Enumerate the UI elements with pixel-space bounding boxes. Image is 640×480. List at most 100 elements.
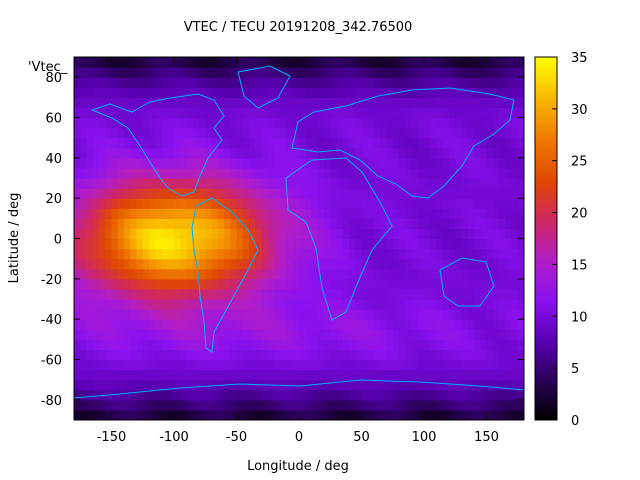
- heat-cell: [124, 379, 131, 391]
- heat-cell: [292, 57, 300, 68]
- heat-cell: [405, 157, 413, 169]
- heat-cell: [424, 228, 431, 240]
- heat-cell: [511, 258, 519, 270]
- heat-cell: [342, 188, 350, 199]
- heat-cell: [330, 167, 338, 179]
- heat-cell: [261, 238, 269, 250]
- heat-cell: [174, 248, 181, 260]
- heat-cell: [199, 369, 206, 381]
- heat-cell: [355, 137, 363, 149]
- heat-cell: [492, 319, 500, 330]
- heat-cell: [205, 309, 213, 320]
- heat-cell: [455, 87, 463, 98]
- heat-cell: [80, 379, 88, 391]
- heat-cell: [374, 208, 381, 219]
- heat-cell: [349, 198, 356, 209]
- heat-cell: [461, 57, 469, 68]
- heat-cell: [155, 399, 163, 411]
- heat-cell: [236, 268, 244, 280]
- heat-cell: [261, 288, 269, 300]
- heat-cell: [242, 299, 250, 310]
- heat-cell: [505, 137, 513, 149]
- heat-cell: [392, 319, 400, 330]
- heat-cell: [92, 157, 100, 169]
- heat-cell: [211, 268, 219, 280]
- heat-cell: [155, 57, 163, 68]
- heat-cell: [336, 157, 344, 169]
- heat-cell: [449, 379, 456, 391]
- heat-cell: [386, 268, 394, 280]
- heat-cell: [205, 97, 213, 109]
- heat-cell: [80, 349, 88, 361]
- heat-cell: [211, 389, 219, 401]
- heat-cell: [336, 117, 344, 129]
- heat-cell: [180, 319, 188, 330]
- heat-cell: [424, 167, 431, 179]
- heat-cell: [317, 309, 325, 320]
- heat-cell: [249, 258, 256, 270]
- heat-cell: [374, 127, 381, 139]
- heat-cell: [261, 97, 269, 109]
- heat-cell: [436, 77, 444, 88]
- heat-cell: [405, 288, 413, 300]
- heat-cell: [299, 107, 306, 119]
- heat-cell: [86, 299, 94, 310]
- colorbar-tick-label: 10: [571, 310, 588, 325]
- heat-cell: [274, 309, 281, 320]
- heat-cell: [417, 67, 425, 78]
- heat-cell: [230, 178, 238, 189]
- heat-cell: [417, 117, 425, 129]
- heat-cell: [86, 309, 94, 320]
- heat-cell: [386, 299, 394, 310]
- heat-cell: [86, 248, 94, 260]
- heat-cell: [405, 339, 413, 351]
- heat-cell: [80, 208, 88, 219]
- heat-cell: [386, 157, 394, 169]
- heat-cell: [86, 339, 94, 351]
- heat-cell: [361, 188, 369, 199]
- heat-cell: [249, 67, 256, 78]
- heat-cell: [517, 248, 524, 260]
- heat-cell: [217, 409, 225, 420]
- heat-cell: [342, 268, 350, 280]
- heat-cell: [274, 188, 281, 199]
- heat-cell: [74, 228, 81, 240]
- heat-cell: [417, 167, 425, 179]
- heat-cell: [280, 248, 288, 260]
- heat-cell: [174, 198, 181, 209]
- heat-cell: [199, 67, 206, 78]
- heat-cell: [186, 208, 194, 219]
- heat-cell: [149, 127, 156, 139]
- heat-cell: [186, 309, 194, 320]
- heat-cell: [211, 167, 219, 179]
- heat-cell: [274, 208, 281, 219]
- heat-cell: [142, 319, 150, 330]
- heat-cell: [336, 167, 344, 179]
- heat-cell: [255, 299, 263, 310]
- heat-cell: [242, 107, 250, 119]
- heat-cell: [80, 137, 88, 149]
- heat-cell: [224, 319, 231, 330]
- heat-cell: [117, 389, 125, 401]
- heat-cell: [155, 339, 163, 351]
- heat-cell: [355, 198, 363, 209]
- heat-cell: [261, 228, 269, 240]
- heat-cell: [361, 409, 369, 420]
- heat-cell: [242, 349, 250, 361]
- heat-cell: [217, 57, 225, 68]
- heat-cell: [411, 107, 419, 119]
- heat-cell: [355, 409, 363, 420]
- heat-cell: [392, 147, 400, 159]
- heat-cell: [449, 208, 456, 219]
- heat-cell: [486, 218, 494, 230]
- heat-cell: [455, 218, 463, 230]
- heat-cell: [461, 288, 469, 300]
- heat-cell: [499, 127, 506, 139]
- heat-cell: [242, 258, 250, 270]
- heat-cell: [467, 188, 475, 199]
- heat-cell: [274, 389, 281, 401]
- heat-cell: [436, 299, 444, 310]
- heat-cell: [292, 117, 300, 129]
- heat-cell: [417, 369, 425, 381]
- heat-cell: [130, 97, 138, 109]
